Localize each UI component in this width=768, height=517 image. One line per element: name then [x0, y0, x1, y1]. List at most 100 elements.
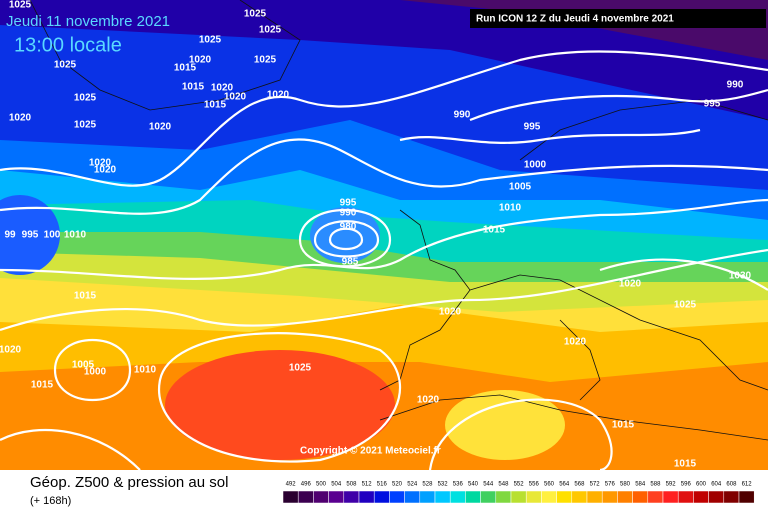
scale-swatch [693, 490, 709, 504]
isobar-label: 1015 [74, 291, 97, 302]
scale-label: 500 [316, 482, 327, 488]
isobar-label: 1025 [199, 35, 222, 46]
scale-swatch [343, 490, 360, 504]
run-banner [470, 9, 766, 28]
scale-label: 608 [726, 482, 737, 488]
isobar-label: 1025 [244, 9, 267, 20]
scale-swatch [677, 490, 694, 504]
scale-label: 612 [742, 482, 753, 488]
isobar-label: 1015 [174, 63, 197, 74]
isobar-label: 1015 [483, 225, 506, 236]
isobar-label: 990 [727, 80, 744, 91]
isobar-label: 1025 [74, 93, 97, 104]
isobar-label: 985 [342, 257, 359, 268]
isobar-label: 1020 [224, 92, 247, 103]
isobar-label: 1010 [499, 203, 522, 214]
scale-label: 572 [590, 482, 601, 488]
scale-label: 512 [362, 482, 373, 488]
scale-label: 564 [559, 482, 570, 488]
scale-swatch [632, 490, 649, 504]
isobar-label: 1020 [89, 158, 112, 169]
isobar-label: 1025 [9, 0, 32, 11]
scale-label: 492 [286, 482, 297, 488]
isobar-label: 990 [454, 110, 471, 121]
scale-swatch [617, 490, 633, 504]
color-scale: 492 496 500 504 508 512 516 520 524 528 532 536 540 5… [282, 482, 755, 504]
isobar-label: 995 [524, 122, 541, 133]
isobar-label: 1020 [149, 122, 172, 133]
scale-swatch [708, 490, 725, 504]
scale-label: 540 [468, 482, 479, 488]
scale-label: 568 [574, 482, 585, 488]
isobars [0, 50, 768, 472]
scale-label: 536 [453, 482, 464, 488]
isobar-label: 980 [340, 222, 357, 233]
scale-label: 552 [514, 482, 525, 488]
scale-swatch [723, 490, 740, 504]
valid-date: Jeudi 11 novembre 2021 [6, 13, 170, 30]
isobar-label: 1015 [31, 380, 54, 391]
high-core [165, 350, 395, 460]
scale-label: 516 [377, 482, 388, 488]
scale-label: 544 [483, 482, 494, 488]
scale-label: 556 [529, 482, 540, 488]
scale-swatch [738, 490, 755, 504]
isobar-label: 1020 [564, 337, 587, 348]
isobar-label: 100 [44, 230, 61, 241]
scale-swatch [601, 490, 618, 504]
scale-swatch [328, 490, 345, 504]
scale-swatch [434, 490, 451, 504]
isobar-label: 1015 [612, 420, 635, 431]
isobar-label: 1025 [74, 120, 97, 131]
scale-swatch [541, 490, 557, 504]
isobar-label: 1020 [9, 113, 32, 124]
scale-label: 548 [498, 482, 509, 488]
isobar-label: 1015 [674, 459, 697, 470]
isobar-label: 995 [704, 99, 721, 110]
scale-swatch [586, 490, 603, 504]
scale-swatch [282, 490, 299, 504]
scale-swatch [449, 490, 466, 504]
scale-label: 592 [666, 482, 677, 488]
scale-swatch [313, 490, 329, 504]
isobar-label: 1020 [211, 83, 234, 94]
isobar-label: 1025 [54, 60, 77, 71]
isobar-label: 995 [22, 230, 39, 241]
scale-swatch [480, 490, 497, 504]
scale-label: 496 [301, 482, 312, 488]
scale-swatch [647, 490, 664, 504]
scale-swatch [495, 490, 512, 504]
scale-swatch [358, 490, 375, 504]
scale-swatch [404, 490, 421, 504]
isobar-label: 995 [340, 198, 357, 209]
isobar-label: 1025 [254, 55, 277, 66]
scale-label: 580 [620, 482, 631, 488]
scale-label: 600 [696, 482, 707, 488]
scale-label: 504 [331, 482, 342, 488]
valid-time: 13:00 locale [14, 34, 122, 56]
footer-title: Géop. Z500 & pression au sol [30, 474, 228, 491]
scale-label: 532 [438, 482, 449, 488]
isobar-label: 1020 [417, 395, 440, 406]
scale-label: 524 [407, 482, 418, 488]
isobar-label: 1005 [72, 360, 95, 371]
scale-label: 528 [422, 482, 433, 488]
isobar-label: 1020 [189, 55, 212, 66]
isobar-label: 1000 [84, 367, 107, 378]
isobar-label: 1010 [134, 365, 157, 376]
scale-swatch [510, 490, 527, 504]
isobar-label: 1015 [182, 82, 205, 93]
isobar-label: 1025 [674, 300, 697, 311]
isobar-label: 1015 [204, 100, 227, 111]
isobar-label: 1020 [439, 307, 462, 318]
scale-swatch [525, 490, 542, 504]
scale-swatch [373, 490, 390, 504]
scale-swatch [389, 490, 405, 504]
scale-label: 588 [650, 482, 661, 488]
isobar-label: 1020 [619, 279, 642, 290]
isobar-label: 99 [4, 230, 16, 241]
isobar-label: 1025 [259, 25, 282, 36]
scale-label: 508 [346, 482, 357, 488]
scale-label: 604 [711, 482, 722, 488]
